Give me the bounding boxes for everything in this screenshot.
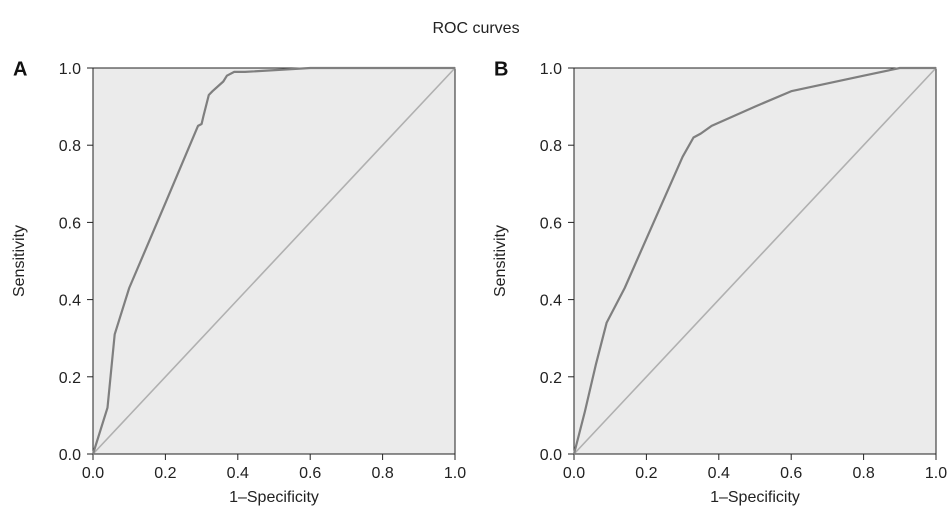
y-tick-label: 1.0 — [59, 61, 81, 78]
x-tick-label: 0.4 — [227, 465, 249, 482]
x-axis-label: 1–Specificity — [710, 489, 800, 506]
x-tick-label: 0.6 — [780, 465, 802, 482]
y-tick-label: 0.0 — [540, 447, 562, 464]
y-tick-label: 0.6 — [59, 215, 81, 232]
figure-title: ROC curves — [432, 20, 519, 37]
y-tick-label: 0.8 — [59, 138, 81, 155]
roc-curve-line — [91, 66, 455, 455]
y-tick-label: 0.4 — [59, 293, 81, 310]
y-tick-label: 0.8 — [540, 138, 562, 155]
panel-label: B — [494, 58, 508, 80]
reference-diagonal-line — [92, 67, 456, 455]
x-tick-label: 0.4 — [708, 465, 730, 482]
x-tick-label: 1.0 — [925, 465, 947, 482]
chart-panel-b: B 0.0 0.2 0.4 0.6 0.8 1.0 0.0 0.2 0.4 0.6 0.8 1.0 1–S… — [492, 58, 947, 506]
reference-diagonal-line — [573, 67, 937, 455]
chart-panel-a: A 0.0 0.2 0.4 0.6 0.8 1.0 0.0 0.2 0.4 0.6 0.8 1.0 1–S… — [11, 58, 466, 506]
x-tick-label: 0.0 — [563, 465, 585, 482]
x-tick-label: 0.6 — [299, 465, 321, 482]
x-tick-label: 0.2 — [154, 465, 176, 482]
y-tick-label: 0.4 — [540, 293, 562, 310]
x-axis-label: 1–Specificity — [229, 489, 319, 506]
x-tick-label: 0.2 — [635, 465, 657, 482]
panel-label: A — [13, 58, 27, 80]
y-axis-label: Sensitivity — [492, 225, 509, 297]
x-tick-label: 0.8 — [371, 465, 393, 482]
x-tick-label: 0.0 — [82, 465, 104, 482]
x-tick-label: 0.8 — [852, 465, 874, 482]
y-tick-label: 0.6 — [540, 215, 562, 232]
y-axis-label: Sensitivity — [11, 225, 28, 297]
y-tick-label: 0.0 — [59, 447, 81, 464]
y-tick-label: 0.2 — [540, 370, 562, 387]
x-tick-label: 1.0 — [444, 465, 466, 482]
y-tick-label: 1.0 — [540, 61, 562, 78]
y-tick-label: 0.2 — [59, 370, 81, 387]
roc-curve-line — [572, 66, 936, 455]
